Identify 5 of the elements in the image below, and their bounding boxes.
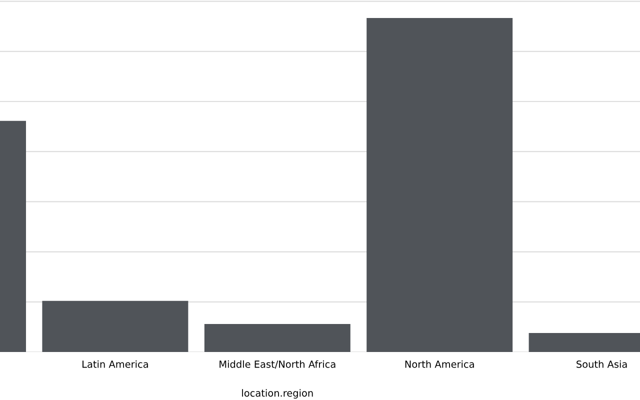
x-tick-label: North America bbox=[405, 360, 474, 368]
x-axis-title: location.region bbox=[242, 389, 313, 399]
x-tick-label: Latin America bbox=[82, 360, 148, 368]
x-tick-label: South Asia bbox=[576, 360, 627, 368]
x-tick-label: Middle East/North Africa bbox=[220, 360, 336, 369]
